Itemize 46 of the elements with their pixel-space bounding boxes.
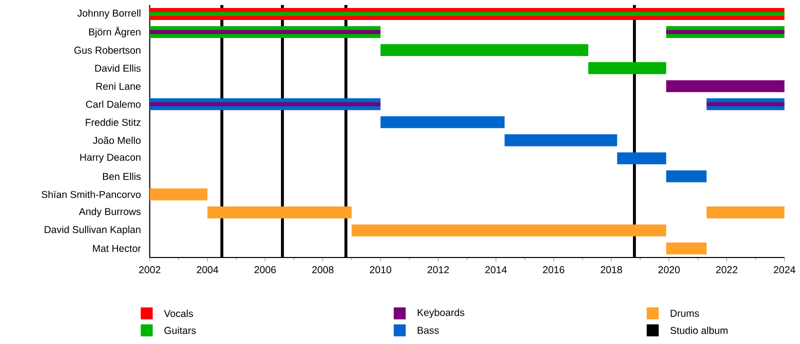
y-tick-label: Harry Deacon [80,154,140,163]
x-tick-label: 2008 [312,266,334,274]
y-tick-label: Gus Robertson [74,46,140,54]
y-tick-label: Shïan Smith-Pancorvo [42,190,141,198]
legend-label: Keyboards [418,308,464,318]
x-tick-label: 2012 [428,266,449,274]
legend-label: Bass [418,326,439,334]
bar [352,224,666,236]
y-tick-label: Reni Lane [96,82,141,90]
x-tick-label: 2006 [254,266,276,274]
x-tick-label: 2022 [716,266,738,274]
y-tick-label: Ben Ellis [103,172,141,180]
bar [617,152,666,164]
bar [504,134,618,146]
x-tick-label: 2018 [600,266,622,274]
y-tick-label: Andy Burrows [78,208,141,217]
bar [380,44,588,56]
x-tick-label: 2014 [485,266,507,274]
x-tick-label: 2002 [139,266,160,274]
legend-label: Vocals [164,310,193,317]
bar [706,206,784,218]
bar [706,102,784,106]
bar [380,116,505,128]
legend-label: Guitars [164,326,196,334]
x-tick-label: 2010 [370,266,392,274]
bar [588,62,666,74]
bar [666,170,707,182]
x-tick-label: 2004 [196,266,218,274]
y-tick-label: Freddie Stitz [86,118,141,126]
y-tick-label: Johnny Borrell [77,9,140,18]
bar [150,102,381,106]
bar [207,206,352,218]
legend-label: Drums [670,310,699,317]
legend-label: Studio album [670,326,728,334]
x-tick-label: 2024 [774,266,796,274]
y-tick-label: Björn Ågren [89,26,140,38]
bar [666,30,784,34]
y-tick-label: Carl Dalemo [86,100,141,108]
bar [666,242,707,254]
y-tick-label: Mat Hector [93,244,141,252]
x-tick-label: 2016 [543,266,564,274]
y-tick-label: David Ellis [95,64,141,72]
bar [150,188,208,200]
y-tick-label: David Sullivan Kaplan [44,226,140,235]
y-tick-label: João Mello [92,136,141,144]
x-tick-label: 2020 [658,266,680,274]
